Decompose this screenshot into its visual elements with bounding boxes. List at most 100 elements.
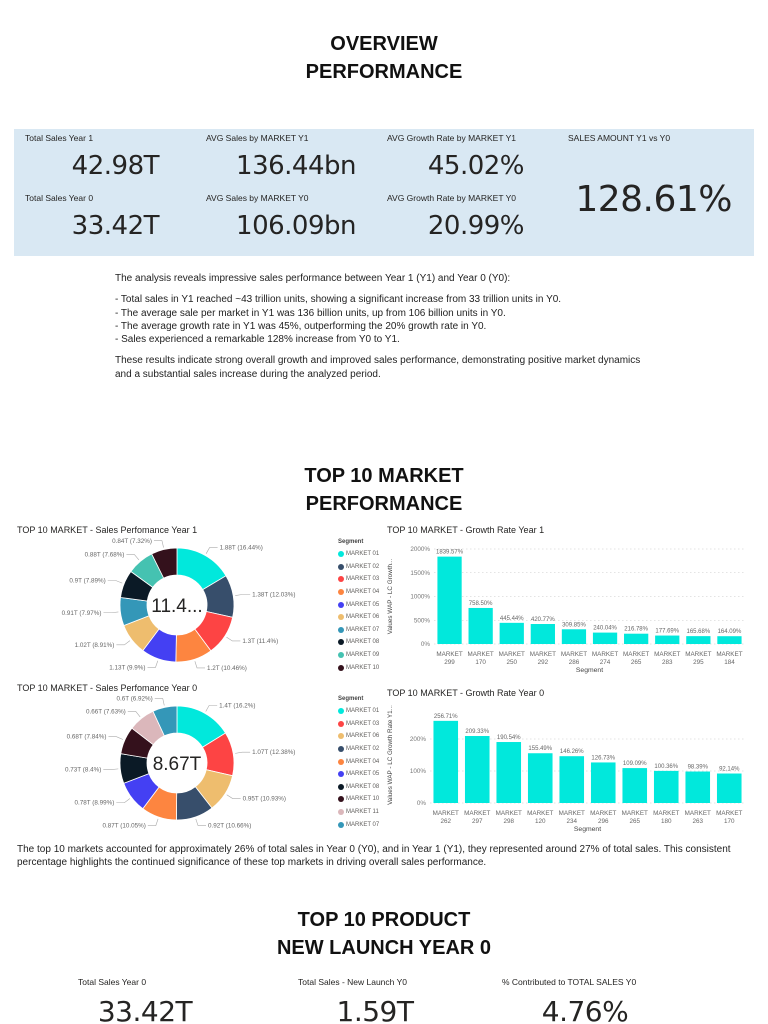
legend-item[interactable]: MARKET 02 xyxy=(338,561,379,574)
analysis-conclusion: These results indicate strong overall gr… xyxy=(115,355,641,380)
kpi-label-total-sales-y0: Total Sales Year 0 xyxy=(25,193,94,203)
legend-label: MARKET 10 xyxy=(346,796,380,803)
donut-data-label: 0.66T (7.63%) xyxy=(86,708,126,715)
legend-dot-icon xyxy=(338,639,344,646)
x-tick-label: 286 xyxy=(569,659,580,666)
donut-data-label: 0.84T (7.32%) xyxy=(112,538,152,545)
top-markets-title-line2: PERFORMANCE xyxy=(305,493,463,515)
legend-item[interactable]: MARKET 06 xyxy=(338,730,379,743)
donut-leader-line xyxy=(205,705,218,712)
kpi-label-sales-y1-vs-y0: SALES AMOUNT Y1 vs Y0 xyxy=(568,133,671,143)
legend-item[interactable]: MARKET 05 xyxy=(338,598,379,611)
donut-data-label: 0.9T (7.89%) xyxy=(69,577,105,584)
analysis-intro: The analysis reveals impressive sales pe… xyxy=(115,273,511,284)
donut-data-label: 0.68T (7.84%) xyxy=(67,734,107,741)
x-tick-label: MARKET xyxy=(436,651,462,658)
overview-analysis: The analysis reveals impressive sales pe… xyxy=(115,272,655,389)
donut-data-label: 1.13T (9.9%) xyxy=(109,664,145,671)
donut-y0-legend: Segment MARKET 01 MARKET 03 MARKET 06 MARKET… xyxy=(338,696,379,831)
legend-label: MARKET 02 xyxy=(346,746,380,753)
bar-data-label: 256.71% xyxy=(434,714,458,720)
legend-item[interactable]: MARKET 06 xyxy=(338,611,379,624)
legend-item[interactable]: MARKET 02 xyxy=(338,743,379,756)
kpi-value-avg-growth-y1: 45.02% xyxy=(427,151,525,181)
kpi-value-pct-contributed-y0: 4.76% xyxy=(541,995,629,1024)
legend-item[interactable]: MARKET 07 xyxy=(338,818,379,831)
legend-item[interactable]: MARKET 11 xyxy=(338,806,379,819)
donut-y1-title: TOP 10 MARKET - Sales Perfomance Year 1 xyxy=(17,525,198,535)
bar xyxy=(559,756,585,803)
donut-leader-line xyxy=(108,736,124,740)
bar-data-label: 164.09% xyxy=(718,629,742,635)
kpi-value-avg-growth-y0: 20.99% xyxy=(427,211,525,241)
bar xyxy=(433,720,459,803)
legend-item[interactable]: MARKET 01 xyxy=(338,705,379,718)
bar xyxy=(437,556,462,644)
kpi-value-total-sales-y1: 42.98T xyxy=(71,151,160,181)
legend-item[interactable]: MARKET 08 xyxy=(338,636,379,649)
x-axis-title: Segment xyxy=(576,667,603,674)
legend-label: MARKET 09 xyxy=(346,652,380,659)
legend-item[interactable]: MARKET 07 xyxy=(338,624,379,637)
top-markets-summary: The top 10 markets accounted for approxi… xyxy=(17,844,731,869)
kpi-label-avg-sales-y0: AVG Sales by MARKET Y0 xyxy=(206,193,309,203)
bar-data-label: 1839.57% xyxy=(436,550,464,556)
legend-item[interactable]: MARKET 04 xyxy=(338,755,379,768)
donut-chart-y1: 1.88T (16.44%) 1.38T (12.03%) 1.3T (11.4%)… xyxy=(62,538,296,672)
new-launch-title-line1: TOP 10 PRODUCT xyxy=(297,909,471,931)
legend-item[interactable]: MARKET 08 xyxy=(338,781,379,794)
donut-leader-line xyxy=(205,547,218,554)
legend-label: MARKET 05 xyxy=(346,601,380,608)
bar-data-label: 758.50% xyxy=(469,601,493,607)
donut-leader-line xyxy=(116,798,131,804)
legend-item[interactable]: MARKET 01 xyxy=(338,548,379,561)
bar-data-label: 165.68% xyxy=(687,629,711,635)
overview-title: OVERVIEW PERFORMANCE xyxy=(0,30,768,86)
bar xyxy=(716,773,742,803)
y-axis-title: Values WAP - LC Growth... xyxy=(387,559,394,635)
kpi-value-total-sales-y0-bottom: 33.42T xyxy=(97,995,193,1024)
bar-data-label: 92.14% xyxy=(719,767,740,773)
donut-slice xyxy=(152,705,178,737)
donut-data-label: 0.73T (8.4%) xyxy=(65,767,101,774)
bar xyxy=(527,753,553,803)
donut-leader-line xyxy=(147,660,159,668)
legend-item[interactable]: MARKET 10 xyxy=(338,661,379,674)
bar-data-label: 155.49% xyxy=(528,746,552,752)
legend-item[interactable]: MARKET 10 xyxy=(338,793,379,806)
bar xyxy=(530,624,555,644)
donut-data-label: 1.4T (16.2%) xyxy=(219,702,255,709)
bar xyxy=(685,771,711,803)
donut-leader-line xyxy=(194,661,206,669)
donut-data-label: 0.92T (10.66%) xyxy=(208,823,251,830)
legend-label: MARKET 04 xyxy=(346,589,380,596)
donut-leader-line xyxy=(103,611,119,614)
x-tick-label: MARKET xyxy=(496,810,522,817)
legend-dot-icon xyxy=(338,601,344,608)
y-tick-label: 0% xyxy=(417,800,427,807)
legend-label: MARKET 06 xyxy=(346,614,380,621)
legend-dot-icon xyxy=(338,796,344,803)
x-tick-label: MARKET xyxy=(433,810,459,817)
x-tick-label: MARKET xyxy=(716,810,742,817)
legend-item[interactable]: MARKET 09 xyxy=(338,649,379,662)
x-tick-label: MARKET xyxy=(592,651,618,658)
legend-dot-icon xyxy=(338,589,344,596)
legend-item[interactable]: MARKET 04 xyxy=(338,586,379,599)
bar xyxy=(622,768,648,803)
legend-dot-icon xyxy=(338,720,344,727)
donut-leader-line xyxy=(235,751,251,754)
legend-label: MARKET 06 xyxy=(346,733,380,740)
legend-item[interactable]: MARKET 03 xyxy=(338,573,379,586)
donut-leader-line xyxy=(127,711,141,718)
x-tick-label: 250 xyxy=(506,659,517,666)
donut-leader-line xyxy=(195,818,207,826)
legend-item[interactable]: MARKET 05 xyxy=(338,768,379,781)
x-tick-label: 184 xyxy=(724,659,735,666)
legend-label: MARKET 05 xyxy=(346,771,380,778)
legend-item[interactable]: MARKET 03 xyxy=(338,718,379,731)
legend-dot-icon xyxy=(338,821,344,828)
donut-data-label: 0.78T (8.99%) xyxy=(75,800,115,807)
new-launch-title: TOP 10 PRODUCT NEW LAUNCH YEAR 0 xyxy=(0,906,768,962)
x-tick-label: 265 xyxy=(629,818,640,825)
